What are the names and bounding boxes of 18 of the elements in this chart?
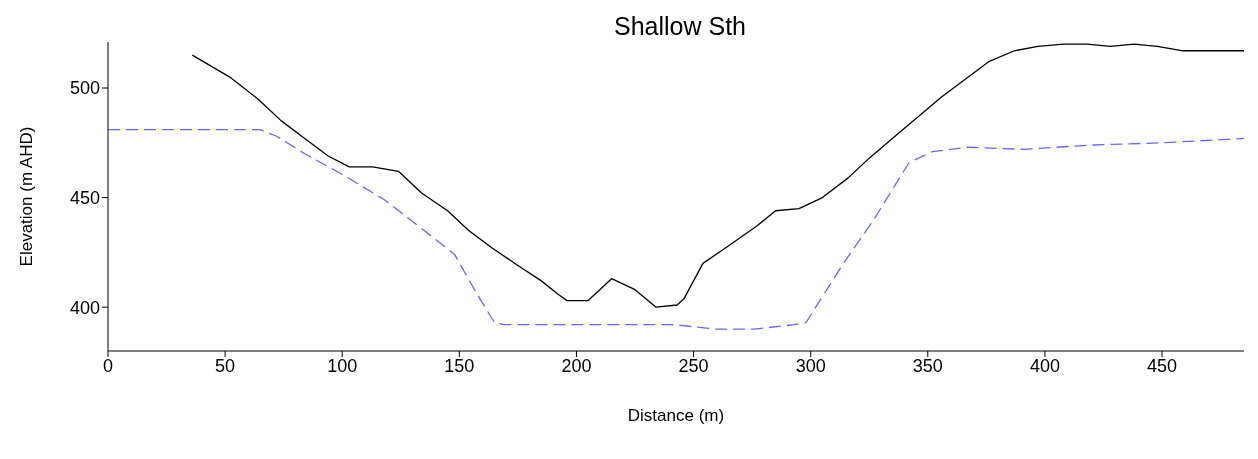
x-axis-title: Distance (m) [627,406,725,425]
y-tick-label: 450 [69,187,100,208]
line-series [191,43,1244,308]
x-tick-label: 100 [327,355,358,376]
x-tick-label: 400 [1029,355,1060,376]
x-tick-label: 300 [795,355,826,376]
x-tick-label: 50 [215,355,236,376]
x-tick-label: 250 [678,355,709,376]
x-tick-label: 0 [102,355,114,376]
x-tick-label: 350 [912,355,943,376]
x-tick-label: 150 [444,355,475,376]
x-tick-label: 450 [1147,355,1178,376]
chart-title: Shallow Sth [613,12,747,41]
y-axis-title: Elevation (m AHD) [17,126,37,267]
line-series [108,129,1244,330]
y-tick-label: 400 [69,297,100,318]
y-tick-label: 500 [69,78,100,99]
x-tick-label: 200 [561,355,592,376]
